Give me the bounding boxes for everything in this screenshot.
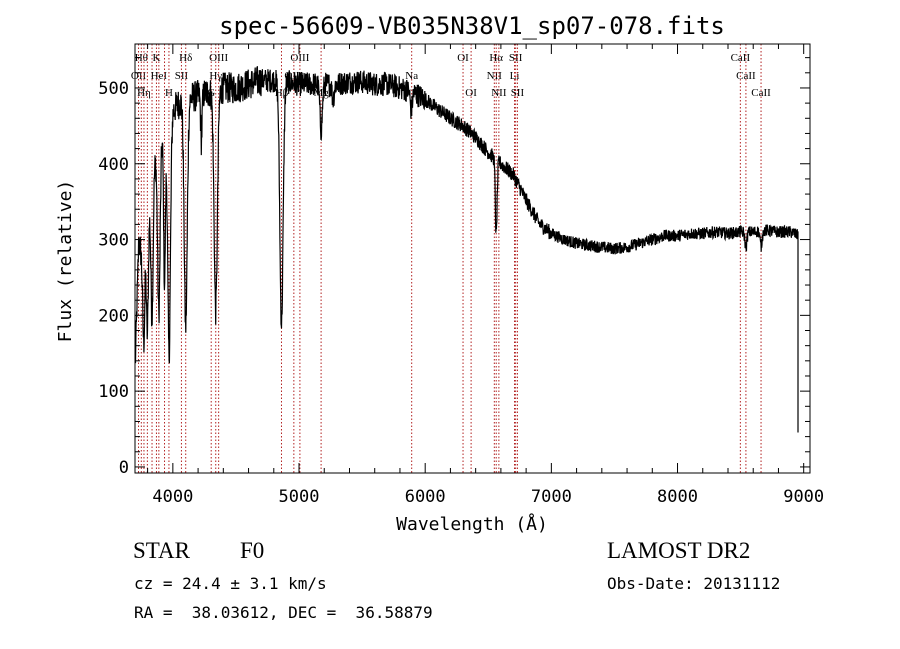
- line-marker-label: OIII: [290, 52, 309, 64]
- x-tick-label: 4000: [152, 487, 193, 507]
- spectrum-trace-group: [134, 65, 799, 433]
- line-marker-label: NII: [491, 87, 507, 99]
- spectral-line-markers: OIIHθHηKHeIHSIIHδGHγOIIIHβOIIIOIIIMgNaOI…: [131, 44, 771, 473]
- line-marker-label: Hθ: [135, 52, 148, 64]
- line-marker-label: H: [165, 87, 173, 99]
- y-tick-label: 100: [98, 382, 129, 402]
- y-tick-label: 200: [98, 306, 129, 326]
- x-axis-label: Wavelength (Å): [396, 513, 548, 535]
- line-marker-label: Hη: [137, 87, 151, 99]
- y-tick-label: 0: [119, 458, 129, 478]
- survey-name: LAMOST DR2: [607, 538, 751, 563]
- x-tick-label: 7000: [531, 487, 572, 507]
- spectral-subclass: F0: [240, 538, 265, 563]
- x-tick-label: 8000: [657, 487, 698, 507]
- line-marker-label: Hδ: [179, 52, 192, 64]
- spectrum-trace: [134, 65, 799, 433]
- line-marker-label: NII: [487, 70, 503, 82]
- line-marker-label: CaII: [751, 87, 771, 99]
- line-marker-label: CaII: [736, 70, 756, 82]
- line-marker-label: Na: [405, 70, 418, 82]
- line-marker-label: SII: [509, 52, 523, 64]
- redshift-readout: cz = 24.4 ± 3.1 km/s: [134, 574, 327, 593]
- object-class: STAR: [133, 538, 190, 563]
- axes: 4000 5000 6000 7000 8000 9000 0 100 200 300 400 500: [98, 43, 824, 507]
- line-marker-label: Li: [510, 70, 520, 82]
- line-marker-label: OI: [457, 52, 469, 64]
- coordinates-readout: RA = 38.03612, DEC = 36.58879: [134, 603, 433, 622]
- line-marker-label: OI: [465, 87, 477, 99]
- plot-frame: [134, 43, 811, 474]
- line-marker-label: OIII: [209, 52, 228, 64]
- line-marker-label: CaII: [731, 52, 751, 64]
- chart-title: spec-56609-VB035N38V1_sp07-078.fits: [219, 12, 725, 40]
- line-marker-label: SII: [511, 87, 525, 99]
- line-marker-label: Hα: [489, 52, 503, 64]
- y-tick-label: 300: [98, 231, 129, 251]
- line-marker-label: K: [152, 52, 160, 64]
- x-tick-label: 6000: [405, 487, 446, 507]
- x-tick-label: 5000: [279, 487, 320, 507]
- y-tick-label: 500: [98, 79, 129, 99]
- observation-date: Obs-Date: 20131112: [607, 574, 781, 593]
- line-marker-label: Mg: [313, 87, 329, 99]
- line-marker-label: HeI: [151, 70, 168, 82]
- line-marker-label: Hγ: [209, 70, 222, 82]
- y-tick-label: 400: [98, 155, 129, 175]
- y-axis-label: Flux (relative): [55, 180, 76, 343]
- x-tick-label: 9000: [783, 487, 824, 507]
- line-marker-label: SII: [175, 70, 189, 82]
